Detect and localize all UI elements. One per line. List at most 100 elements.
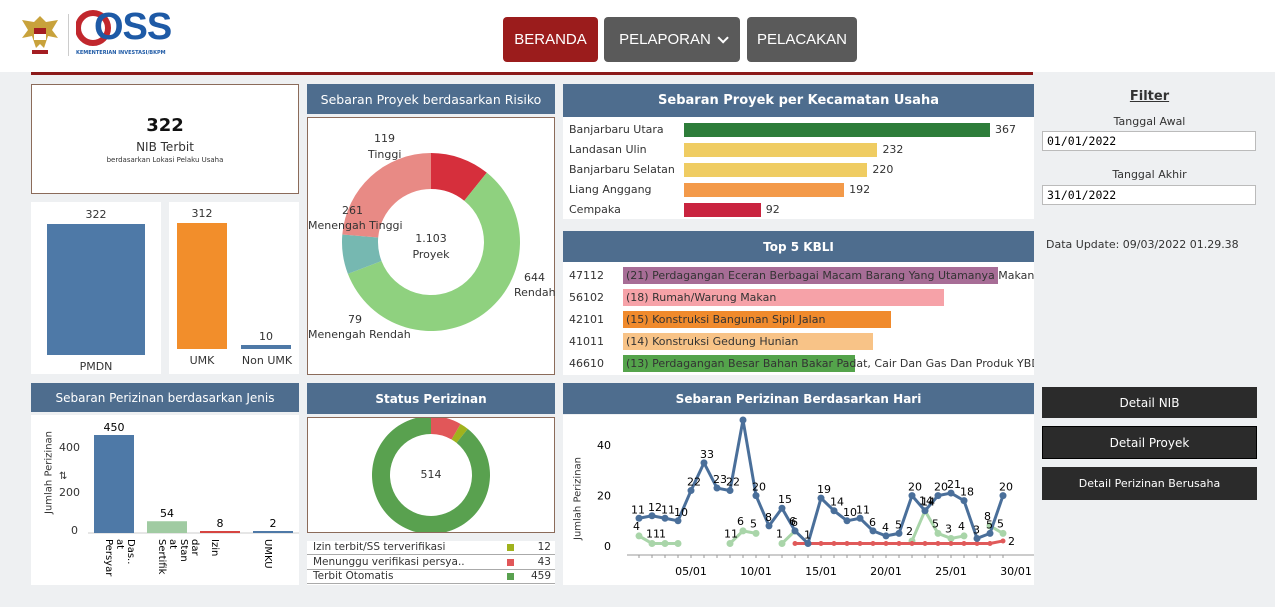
hari-blue-point[interactable] xyxy=(934,492,942,500)
sort-icon[interactable]: ⇅ xyxy=(59,471,68,482)
detail-proyek-button[interactable]: Detail Proyek xyxy=(1042,426,1257,459)
hari-blue-point[interactable] xyxy=(791,527,799,535)
hari-red-point[interactable] xyxy=(961,540,967,546)
jenis-bar[interactable] xyxy=(94,435,134,533)
kecamatan-row[interactable]: Cempaka 92 xyxy=(563,202,1034,220)
end-date-input[interactable] xyxy=(1042,185,1256,205)
hari-blue-point[interactable] xyxy=(817,494,825,502)
hari-blue-point[interactable] xyxy=(661,514,669,522)
jenis-bar[interactable] xyxy=(147,521,187,533)
risk-panel: 1.103 Proyek 119 Tinggi 261 Menengah Tin… xyxy=(307,117,556,375)
hari-red-point[interactable] xyxy=(935,540,941,546)
hari-blue-point[interactable] xyxy=(700,459,708,467)
risk-slice-0[interactable] xyxy=(431,153,487,201)
hari-blue-point[interactable] xyxy=(895,529,903,537)
kbli-code: 56102 xyxy=(569,291,604,304)
hari-blue-point[interactable] xyxy=(999,492,1007,500)
hari-blue-point[interactable] xyxy=(713,484,721,492)
start-date-input[interactable] xyxy=(1042,131,1256,151)
hari-red-point[interactable] xyxy=(844,540,850,546)
hari-blue-label: 19 xyxy=(817,483,831,496)
status-slice-0[interactable] xyxy=(451,423,468,443)
hari-red-point[interactable] xyxy=(909,540,915,546)
hari-green-point[interactable] xyxy=(934,529,942,537)
risk-slice-3[interactable] xyxy=(342,153,431,238)
hari-red-point[interactable] xyxy=(792,540,798,546)
hari-blue-point[interactable] xyxy=(804,539,812,547)
hari-red-point[interactable] xyxy=(831,540,837,546)
hari-green-point[interactable] xyxy=(960,532,968,540)
hari-green-point[interactable] xyxy=(674,539,682,547)
logo-divider xyxy=(68,14,69,56)
jenis-bar-value: 2 xyxy=(270,517,277,530)
hari-blue-label: 21 xyxy=(947,478,961,491)
hari-green-point[interactable] xyxy=(635,532,643,540)
hari-red-point[interactable] xyxy=(857,540,863,546)
hari-green-label: 14 xyxy=(919,495,933,508)
hari-green-point[interactable] xyxy=(648,539,656,547)
hari-red-point[interactable] xyxy=(883,540,889,546)
hari-green-point[interactable] xyxy=(752,529,760,537)
hari-blue-point[interactable] xyxy=(908,492,916,500)
hari-blue-point[interactable] xyxy=(960,497,968,505)
hari-red-point[interactable] xyxy=(987,540,993,546)
hari-green-point[interactable] xyxy=(778,539,786,547)
hari-blue-point[interactable] xyxy=(882,532,890,540)
kbli-row[interactable]: 47112 (21) Perdagangan Eceran Berbagai Ma… xyxy=(563,267,1034,285)
kbli-row[interactable]: 56102 (18) Rumah/Warung Makan xyxy=(563,289,1034,307)
kbli-row[interactable]: 41011 (14) Konstruksi Gedung Hunian xyxy=(563,333,1034,351)
hari-red-point[interactable] xyxy=(818,540,824,546)
hari-blue-point[interactable] xyxy=(843,517,851,525)
hari-blue-point[interactable] xyxy=(674,517,682,525)
status-legend-value: 459 xyxy=(530,570,551,582)
hari-red-point[interactable] xyxy=(896,540,902,546)
hari-red-point[interactable] xyxy=(1000,538,1006,544)
risk-slice-2[interactable] xyxy=(342,234,382,274)
hari-blue-point[interactable] xyxy=(778,504,786,512)
hari-green-label: 5 xyxy=(750,517,757,530)
kecamatan-row[interactable]: Landasan Ulin 232 xyxy=(563,142,1034,160)
hari-blue-point[interactable] xyxy=(973,534,981,542)
hari-green-point[interactable] xyxy=(739,527,747,535)
kecamatan-bar xyxy=(684,183,845,197)
hari-red-point[interactable] xyxy=(974,540,980,546)
hari-green-point[interactable] xyxy=(999,529,1007,537)
hari-red-point[interactable] xyxy=(948,540,954,546)
hari-green-point[interactable] xyxy=(726,539,734,547)
kecamatan-row[interactable]: Banjarbaru Selatan 220 xyxy=(563,162,1034,180)
kbli-row[interactable]: 46610 (13) Perdagangan Besar Bahan Bakar … xyxy=(563,355,1034,373)
hari-red-point[interactable] xyxy=(922,540,928,546)
detail-perizinan-button[interactable]: Detail Perizinan Berusaha xyxy=(1042,467,1257,500)
kbli-row[interactable]: 42101 (15) Konstruksi Bangunan Sipil Jala… xyxy=(563,311,1034,329)
detail-nib-button[interactable]: Detail NIB xyxy=(1042,387,1257,418)
nib-card: 322 NIB Terbit berdasarkan Lokasi Pelaku… xyxy=(31,84,299,194)
jenis-category-label: Das.. xyxy=(125,539,136,564)
kecamatan-row[interactable]: Liang Anggang 192 xyxy=(563,182,1034,200)
hari-blue-point[interactable] xyxy=(830,507,838,515)
hari-red-point[interactable] xyxy=(870,540,876,546)
nav-beranda[interactable]: BERANDA xyxy=(503,17,598,62)
hari-blue-point[interactable] xyxy=(648,512,656,520)
hari-green-point[interactable] xyxy=(947,534,955,542)
hari-blue-point[interactable] xyxy=(869,527,877,535)
hari-green-point[interactable] xyxy=(661,539,669,547)
hari-blue-point[interactable] xyxy=(986,529,994,537)
status-slice-1[interactable] xyxy=(431,418,461,440)
jenis-bar[interactable] xyxy=(200,531,240,533)
jenis-bar[interactable] xyxy=(253,531,293,533)
nav-pelacakan[interactable]: PELACAKAN xyxy=(747,17,857,62)
status-slice-2[interactable] xyxy=(372,418,490,532)
hari-blue-point[interactable] xyxy=(947,489,955,497)
hari-blue-point[interactable] xyxy=(726,487,734,495)
hari-blue-point[interactable] xyxy=(739,416,747,424)
nav-pelaporan[interactable]: PELAPORAN xyxy=(604,17,740,62)
hari-blue-point[interactable] xyxy=(765,522,773,530)
kecamatan-bar xyxy=(684,143,878,157)
hari-blue-point[interactable] xyxy=(856,514,864,522)
hari-blue-point[interactable] xyxy=(921,507,929,515)
kecamatan-row[interactable]: Banjarbaru Utara 367 xyxy=(563,122,1034,140)
hari-blue-point[interactable] xyxy=(752,492,760,500)
hari-blue-point[interactable] xyxy=(687,487,695,495)
risk-slice-1[interactable] xyxy=(347,172,520,331)
hari-blue-point[interactable] xyxy=(635,514,643,522)
